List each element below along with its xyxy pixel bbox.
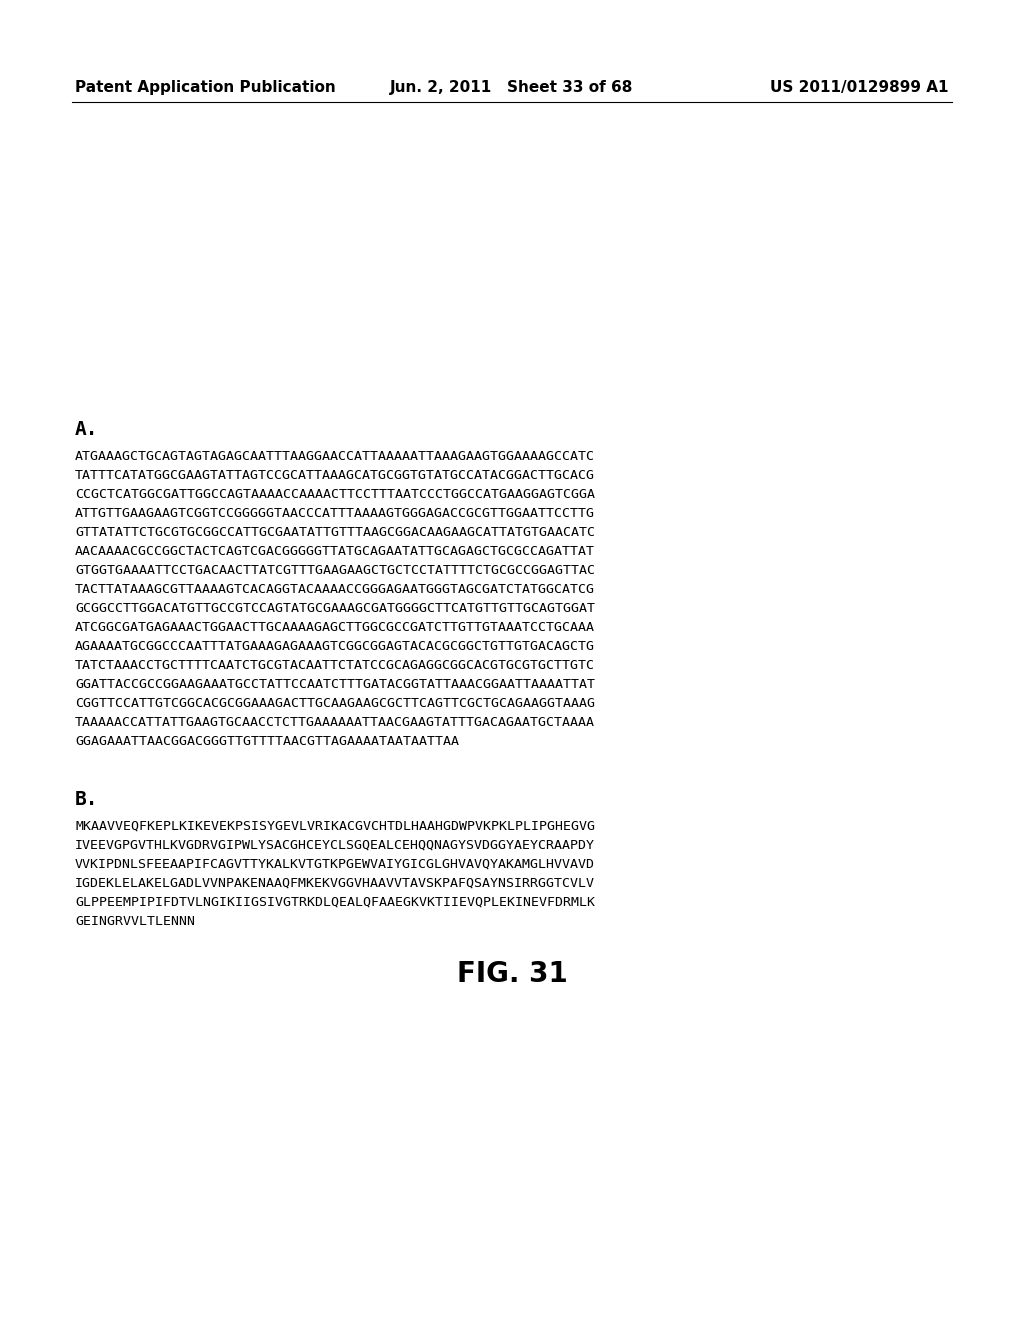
Text: TATTTCATATGGCGAAGTATTAGTCCGCATTAAAGCATGCGGTGTATGCCATACGGACTTGCACG: TATTTCATATGGCGAAGTATTAGTCCGCATTAAAGCATGC… bbox=[75, 469, 595, 482]
Text: GGAGAAATTAACGGACGGGTTGTTTTAACGTTAGAAAATAATAATTAA: GGAGAAATTAACGGACGGGTTGTTTTAACGTTAGAAAATA… bbox=[75, 735, 459, 748]
Text: GGATTACCGCCGGAAGAAATGCCTATTCCAATCTTTGATACGGTATTAAACGGAATTAAAATTAT: GGATTACCGCCGGAAGAAATGCCTATTCCAATCTTTGATA… bbox=[75, 678, 595, 690]
Text: TAAAAACCATTATTGAAGTGCAACCTCTTGAAAAAATTAACGAAGTATTTGACAGAATGCTAAAA: TAAAAACCATTATTGAAGTGCAACCTCTTGAAAAAATTAA… bbox=[75, 715, 595, 729]
Text: ATTGTTGAAGAAGTCGGTCCGGGGGTAACCCATTTAAAAGTGGGAGACCGCGTTGGAATTCCTTG: ATTGTTGAAGAAGTCGGTCCGGGGGTAACCCATTTAAAAG… bbox=[75, 507, 595, 520]
Text: B.: B. bbox=[75, 789, 98, 809]
Text: ATGAAAGCTGCAGTAGTAGAGCAATTTAAGGAACCATTAAAAATTAAAGAAGTGGAAAAGCCATC: ATGAAAGCTGCAGTAGTAGAGCAATTTAAGGAACCATTAA… bbox=[75, 450, 595, 463]
Text: CCGCTCATGGCGATTGGCCAGTAAAACCAAAACTTCCTTTAATCCCTGGCCATGAAGGAGTCGGA: CCGCTCATGGCGATTGGCCAGTAAAACCAAAACTTCCTTT… bbox=[75, 488, 595, 502]
Text: IGDEKLELAKELGADLVVNPAKENAAQFMKEKVGGVHAAVVTAVSKPAFQSAYNSIRRGGTCVLV: IGDEKLELAKELGADLVVNPAKENAAQFMKEKVGGVHAAV… bbox=[75, 876, 595, 890]
Text: GCGGCCTTGGACATGTTGCCGTCCAGTATGCGAAAGCGATGGGGCTTCATGTTGTTGCAGTGGAT: GCGGCCTTGGACATGTTGCCGTCCAGTATGCGAAAGCGAT… bbox=[75, 602, 595, 615]
Text: FIG. 31: FIG. 31 bbox=[457, 960, 567, 987]
Text: AACAAAACGCCGGCTACTCAGTCGACGGGGGTTATGCAGAATATTGCAGAGCTGCGCCAGATTAT: AACAAAACGCCGGCTACTCAGTCGACGGGGGTTATGCAGA… bbox=[75, 545, 595, 558]
Text: Jun. 2, 2011   Sheet 33 of 68: Jun. 2, 2011 Sheet 33 of 68 bbox=[390, 81, 634, 95]
Text: IVEEVGPGVTHLKVGDRVGIPWLYSACGHCEYCLSGQEALCEHQQNAGYSVDGGYAEYCRAAPDY: IVEEVGPGVTHLKVGDRVGIPWLYSACGHCEYCLSGQEAL… bbox=[75, 840, 595, 851]
Text: MKAAVVEQFKEPLKIKEVEKPSISYGEVLVRIKACGVCHTDLHAAHGDWPVKPKLPLIPGHEGVG: MKAAVVEQFKEPLKIKEVEKPSISYGEVLVRIKACGVCHT… bbox=[75, 820, 595, 833]
Text: TACTTATAAAGCGTTAAAAGTCACAGGTACAAAACCGGGAGAATGGGTAGCGATCTATGGCATCG: TACTTATAAAGCGTTAAAAGTCACAGGTACAAAACCGGGA… bbox=[75, 583, 595, 597]
Text: GEINGRVVLTLENNN: GEINGRVVLTLENNN bbox=[75, 915, 195, 928]
Text: TATCTAAACCTGCTTTTCAATCTGCGTACAATTCTATCCGCAGAGGCGGCACGTGCGTGCTTGTC: TATCTAAACCTGCTTTTCAATCTGCGTACAATTCTATCCG… bbox=[75, 659, 595, 672]
Text: A.: A. bbox=[75, 420, 98, 440]
Text: AGAAAATGCGGCCCAATTTATGAAAGAGAAAGTCGGCGGAGTACACGCGGCTGTTGTGACAGCTG: AGAAAATGCGGCCCAATTTATGAAAGAGAAAGTCGGCGGA… bbox=[75, 640, 595, 653]
Text: GTTATATTCTGCGTGCGGCCATTGCGAATATTGTTTAAGCGGACAAGAAGCATTATGTGAACATC: GTTATATTCTGCGTGCGGCCATTGCGAATATTGTTTAAGC… bbox=[75, 525, 595, 539]
Text: Patent Application Publication: Patent Application Publication bbox=[75, 81, 336, 95]
Text: VVKIPDNLSFEEAAPIFCAGVTTYKALKVTGTKPGEWVAIYGICGLGHVAVQYAKAMGLHVVAVD: VVKIPDNLSFEEAAPIFCAGVTTYKALKVTGTKPGEWVAI… bbox=[75, 858, 595, 871]
Text: GTGGTGAAAATTCCTGACAACTTATCGTTTGAAGAAGCTGCTCCTATTTTCTGCGCCGGAGTTAC: GTGGTGAAAATTCCTGACAACTTATCGTTTGAAGAAGCTG… bbox=[75, 564, 595, 577]
Text: CGGTTCCATTGTCGGCACGCGGAAAGACTTGCAAGAAGCGCTTCAGTTCGCTGCAGAAGGTAAAG: CGGTTCCATTGTCGGCACGCGGAAAGACTTGCAAGAAGCG… bbox=[75, 697, 595, 710]
Text: US 2011/0129899 A1: US 2011/0129899 A1 bbox=[770, 81, 949, 95]
Text: GLPPEEMPIPIFDTVLNGIKIIGSIVGTRKDLQEALQFAAEGKVKTIIEVQPLEKINEVFDRMLK: GLPPEEMPIPIFDTVLNGIKIIGSIVGTRKDLQEALQFAA… bbox=[75, 896, 595, 909]
Text: ATCGGCGATGAGAAACTGGAACTTGCAAAAGAGCTTGGCGCCGATCTTGTTGTAAATCCTGCAAA: ATCGGCGATGAGAAACTGGAACTTGCAAAAGAGCTTGGCG… bbox=[75, 620, 595, 634]
